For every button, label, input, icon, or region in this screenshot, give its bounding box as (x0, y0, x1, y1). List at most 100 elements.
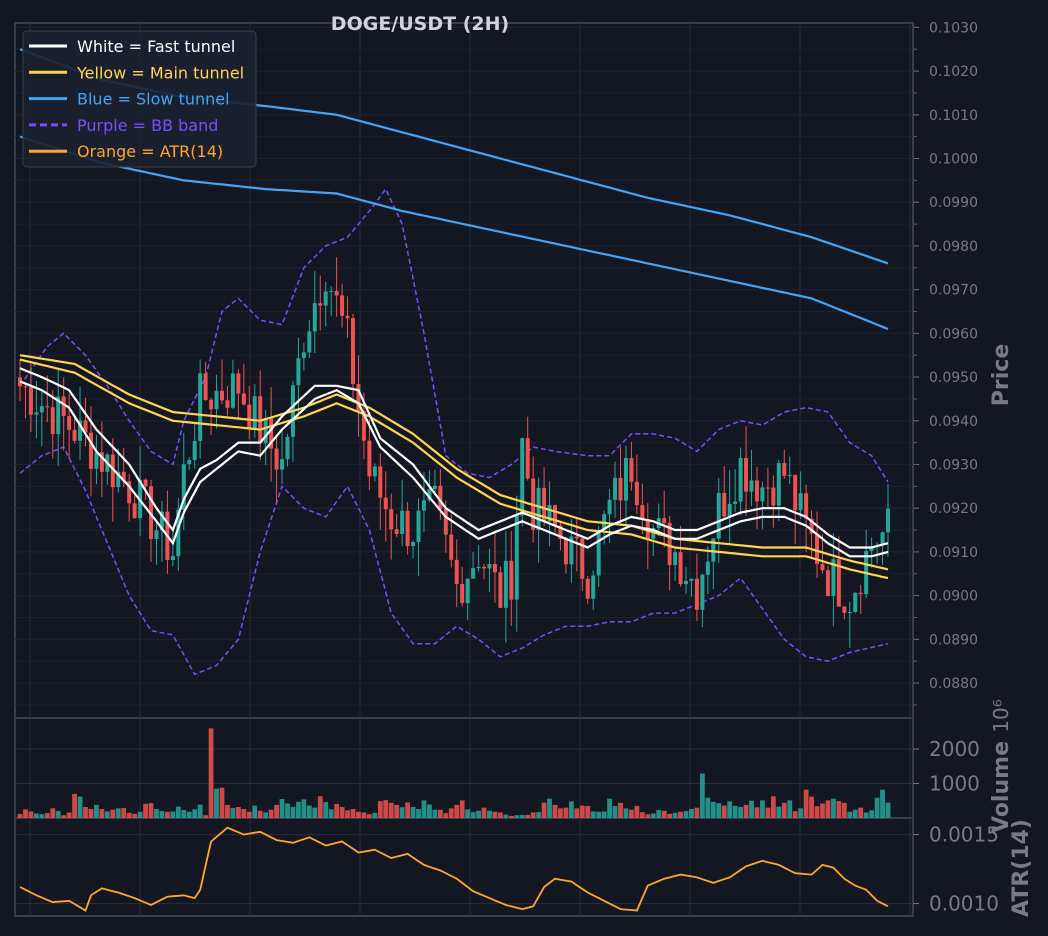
volume-bar (481, 807, 487, 818)
candle-body (159, 511, 164, 531)
volume-bar (476, 810, 481, 818)
candle-body (121, 471, 126, 482)
volume-bar (432, 809, 438, 818)
candle-body (694, 578, 699, 610)
candle-body (667, 522, 672, 566)
candle-body (684, 580, 689, 585)
volume-bar (552, 804, 558, 818)
candle-body (585, 578, 590, 599)
volume-bar (77, 796, 83, 818)
candle-body (443, 508, 448, 535)
volume-bar (279, 799, 285, 818)
candle-body (673, 552, 678, 566)
volume-bar (104, 811, 110, 818)
volume-bar (612, 805, 618, 818)
candle-body (361, 410, 366, 441)
volume-bar (618, 802, 623, 818)
price-tick-label: 0.0940 (929, 414, 978, 430)
volume-bar (252, 805, 258, 818)
volume-bar (339, 806, 345, 818)
candle-body (776, 463, 781, 506)
volume-bar (33, 813, 39, 818)
candle-body (285, 436, 290, 460)
candle-body (754, 480, 759, 502)
volume-bar (225, 804, 230, 818)
candle-body (127, 481, 132, 504)
candle-body (744, 457, 749, 492)
candle-body (405, 510, 410, 547)
volume-bar (645, 814, 651, 818)
volume-bar (863, 812, 869, 818)
candle-body (203, 373, 208, 400)
volume-bar (437, 809, 443, 818)
volume-bar (760, 800, 765, 818)
candle-body (503, 560, 508, 608)
candle-body (836, 559, 841, 607)
volume-bar (361, 812, 367, 818)
candle-body (465, 578, 470, 604)
candle-body (460, 584, 465, 604)
volume-bar (530, 812, 536, 818)
volume-bar (214, 788, 219, 818)
candle-body (542, 487, 547, 522)
volume-bar (301, 799, 307, 818)
volume-bar (678, 811, 683, 818)
volume-bar (285, 803, 290, 818)
candle-body (56, 396, 61, 435)
candle-body (831, 559, 836, 596)
volume-bar (579, 805, 585, 818)
volume-bar (880, 789, 885, 818)
volume-bar (689, 809, 694, 818)
volume-bar (836, 801, 842, 818)
candle-body (421, 500, 426, 511)
candle-body (574, 536, 579, 539)
candle-body (547, 505, 552, 522)
candle-body (618, 477, 623, 501)
candle-body (765, 487, 770, 489)
volume-bar (847, 811, 853, 818)
candle-body (869, 546, 874, 552)
candle-body (738, 457, 743, 502)
volume-bar (667, 813, 673, 818)
candle-body (116, 471, 121, 488)
tunnel-line (19, 367, 889, 549)
volume-bar (159, 811, 165, 818)
candle-body (662, 518, 667, 523)
candle-body (509, 560, 514, 600)
tunnel-line (19, 135, 889, 331)
volume-bar (558, 808, 563, 818)
legend-label: Purple = BB band (77, 116, 218, 135)
bb-band-layer (19, 187, 889, 676)
volume-bar (115, 808, 121, 818)
volume-bar (274, 804, 279, 818)
volume-bar (203, 815, 209, 818)
candle-body (623, 458, 628, 501)
volume-bar (710, 801, 716, 818)
volume-bar (23, 809, 28, 818)
volume-bar (186, 811, 192, 818)
volume-bar (181, 810, 187, 818)
tunnel-line (19, 380, 889, 558)
volume-bar (230, 808, 236, 818)
volume-bar (44, 813, 50, 818)
candle-body (225, 400, 230, 408)
volume-bar (814, 806, 820, 818)
volume-bar (405, 802, 410, 818)
volume-bar (781, 802, 787, 818)
volume-bar (192, 809, 198, 818)
volume-bar (519, 814, 525, 818)
price-tick-label: 0.1010 (929, 108, 978, 124)
candle-body (552, 505, 557, 526)
volume-bar (197, 804, 203, 818)
volume-bar (50, 808, 56, 818)
volume-bar (121, 808, 127, 818)
price-tick-label: 0.0900 (929, 589, 978, 605)
volume-bar (72, 793, 77, 818)
volume-bar (869, 810, 875, 818)
price-tick-label: 0.0890 (929, 632, 978, 648)
volume-bar (732, 805, 738, 818)
candle-body (23, 386, 28, 388)
candle-body (591, 575, 596, 599)
